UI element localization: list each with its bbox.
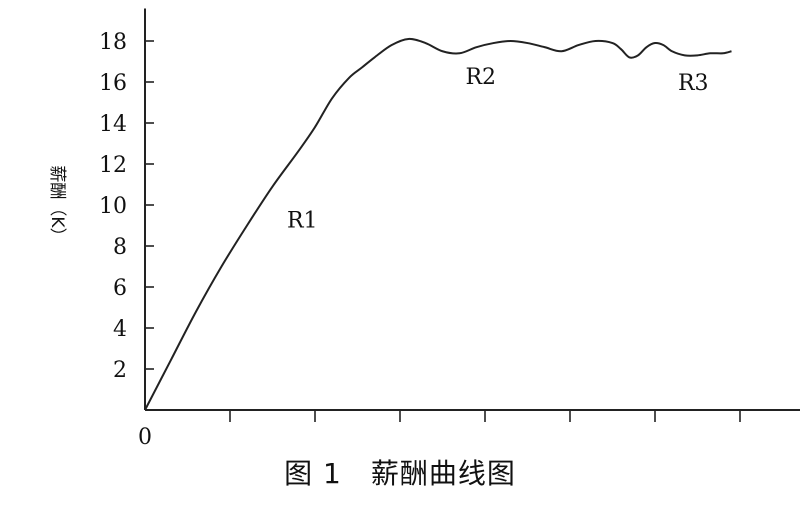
series-lines	[144, 37, 732, 411]
salary-curve	[144, 37, 732, 411]
y-tick-label: 14	[99, 112, 127, 137]
y-axis-label: 薪酬（K）	[47, 165, 67, 244]
x-ticks	[229, 410, 741, 422]
chart-axes	[144, 8, 800, 411]
chart-title: 图 1 薪酬曲线图	[284, 457, 516, 490]
y-tick-label: 12	[99, 153, 127, 178]
y-tick-label: 18	[99, 30, 127, 55]
y-tick-label: 8	[113, 235, 127, 260]
y-tick-label: 2	[113, 358, 127, 383]
annotation-label: R2	[465, 65, 496, 90]
y-tick-label: 4	[113, 317, 127, 342]
y-tick-label: 6	[113, 276, 127, 301]
annotation-label: R3	[678, 71, 709, 96]
origin-label: 0	[138, 425, 152, 450]
annotation-label: R1	[287, 209, 318, 234]
y-tick-label: 16	[99, 71, 127, 96]
annotations: R1 R2 R3	[287, 65, 709, 234]
y-tick-label: 10	[99, 194, 127, 219]
y-ticks: 2 4 6 8 10 12 14 16 18	[99, 30, 154, 383]
